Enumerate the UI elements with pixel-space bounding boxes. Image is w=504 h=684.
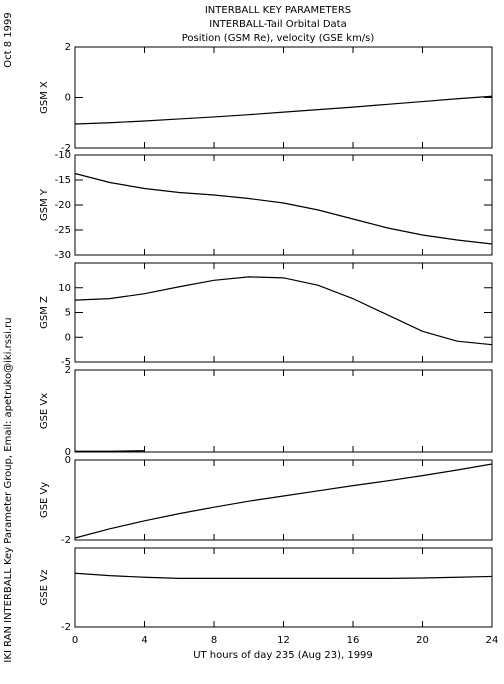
y-tick-label: -30 bbox=[55, 250, 71, 261]
y-tick-label: -25 bbox=[55, 225, 71, 236]
y-tick-label: -5 bbox=[61, 357, 71, 368]
panel-frame bbox=[74, 154, 493, 256]
title-line: Position (GSM Re), velocity (GSE km/s) bbox=[182, 33, 375, 44]
y-tick-label: -2 bbox=[61, 143, 71, 154]
y-tick-label: -2 bbox=[61, 622, 71, 633]
y-tick-label: -15 bbox=[55, 175, 71, 186]
x-tick-label: 20 bbox=[416, 635, 429, 646]
x-axis-label: UT hours of day 235 (Aug 23), 1999 bbox=[193, 650, 373, 661]
y-tick-label: 0 bbox=[65, 447, 71, 458]
y-tick-label: 2 bbox=[65, 42, 71, 53]
panel-frame bbox=[74, 547, 493, 628]
data-line bbox=[74, 276, 493, 346]
y-axis-label: GSE Vy bbox=[39, 482, 50, 518]
title-line: INTERBALL KEY PARAMETERS bbox=[205, 5, 351, 16]
data-line bbox=[74, 572, 493, 580]
date: Oct 8 1999 bbox=[3, 12, 14, 67]
panel-frame bbox=[74, 369, 493, 453]
y-axis-label: GSE Vx bbox=[39, 393, 50, 429]
y-tick-label: 0 bbox=[65, 455, 71, 466]
y-axis-label: GSM Z bbox=[39, 296, 50, 329]
x-tick-label: 16 bbox=[347, 635, 360, 646]
y-tick-label: 0 bbox=[65, 93, 71, 104]
x-tick-label: 0 bbox=[72, 635, 78, 646]
y-axis-label: GSM Y bbox=[39, 188, 50, 221]
x-tick-label: 12 bbox=[277, 635, 290, 646]
y-axis-label: GSE Vz bbox=[39, 570, 50, 606]
panel-frame bbox=[74, 459, 493, 541]
data-line bbox=[74, 463, 493, 539]
data-line bbox=[74, 172, 493, 245]
y-tick-label: 5 bbox=[65, 308, 71, 319]
y-tick-label: 10 bbox=[58, 283, 71, 294]
data-line bbox=[74, 95, 493, 125]
panel-frame bbox=[74, 46, 493, 149]
x-tick-label: 24 bbox=[486, 635, 499, 646]
y-tick-label: 2 bbox=[65, 365, 71, 376]
x-tick-label: 4 bbox=[141, 635, 147, 646]
y-axis-label: GSM X bbox=[39, 81, 50, 114]
credit: IKI RAN INTERBALL Key Parameter Group, E… bbox=[3, 317, 14, 662]
y-tick-label: 0 bbox=[65, 332, 71, 343]
y-tick-label: -20 bbox=[55, 200, 71, 211]
title-line: INTERBALL-Tail Orbital Data bbox=[209, 19, 346, 30]
x-tick-label: 8 bbox=[211, 635, 217, 646]
y-tick-label: -2 bbox=[61, 535, 71, 546]
y-tick-label: -10 bbox=[55, 150, 71, 161]
